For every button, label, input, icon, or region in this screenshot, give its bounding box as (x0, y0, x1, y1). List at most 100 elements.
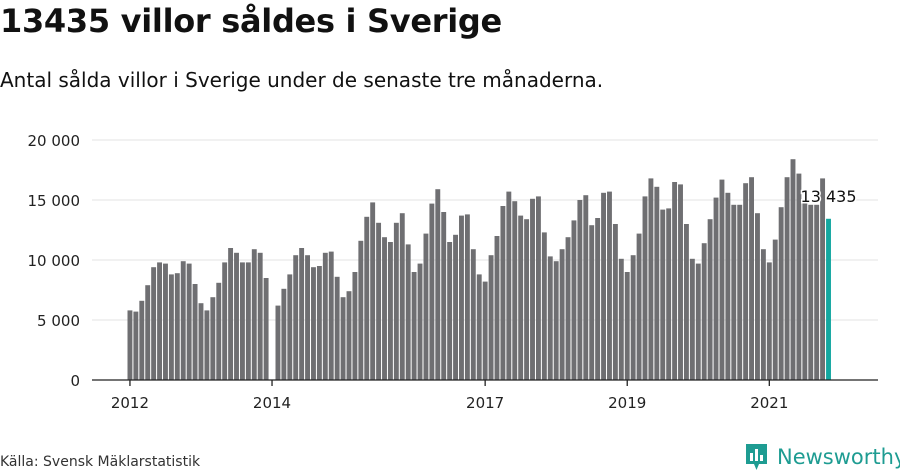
bar (530, 198, 535, 380)
bar (447, 242, 453, 380)
bar (328, 251, 334, 380)
bar (482, 281, 488, 380)
bar (707, 219, 713, 380)
bar (731, 204, 737, 380)
bar (500, 206, 506, 380)
bar (453, 234, 458, 380)
bar (311, 267, 316, 380)
bar (387, 242, 393, 380)
bar (494, 236, 500, 380)
x-tick-label: 2019 (608, 394, 646, 412)
y-tick-label: 15 000 (28, 192, 81, 210)
bar (553, 261, 559, 380)
bar (423, 233, 429, 380)
bar (784, 177, 790, 380)
bar (618, 258, 624, 380)
bar (364, 216, 370, 380)
bar (476, 274, 482, 380)
y-tick-label: 20 000 (28, 132, 81, 150)
bar (405, 244, 411, 380)
bar (612, 224, 618, 380)
bar (648, 178, 654, 380)
bar (672, 182, 678, 380)
bar (239, 262, 245, 380)
bar (275, 305, 281, 380)
bar (411, 272, 417, 380)
brand-name: Newsworthy (777, 445, 900, 469)
bar-latest (826, 218, 831, 380)
y-tick-label: 10 000 (28, 252, 81, 270)
bar (772, 239, 778, 380)
x-tick-label: 2021 (750, 394, 788, 412)
bar (541, 232, 547, 380)
bar (689, 258, 695, 380)
bar (186, 263, 192, 380)
bar (417, 263, 423, 380)
bar (796, 173, 802, 380)
bar (719, 179, 725, 380)
bar (559, 249, 565, 380)
bar (814, 204, 820, 380)
bar (133, 311, 139, 380)
bar (168, 274, 174, 380)
bar (683, 224, 689, 380)
bar (743, 183, 749, 380)
bar (376, 222, 382, 380)
bar (127, 310, 133, 380)
bar (198, 303, 204, 380)
bar (820, 178, 826, 380)
bar (725, 192, 731, 380)
bar (216, 282, 222, 380)
bar (778, 207, 784, 380)
bar (299, 248, 305, 380)
bar (624, 272, 630, 380)
bar (139, 300, 145, 380)
bar (642, 196, 648, 380)
bar (713, 197, 719, 380)
brand-logo[interactable]: Newsworthy (744, 442, 900, 472)
bar (263, 278, 269, 380)
bar (157, 262, 162, 380)
bar (228, 248, 234, 380)
bar (281, 288, 287, 380)
bar (358, 240, 364, 380)
bar (577, 200, 583, 380)
bars (127, 159, 831, 380)
bar (518, 215, 524, 380)
y-tick-label: 5 000 (37, 312, 80, 330)
y-tick-label: 0 (70, 372, 80, 390)
bar (163, 263, 168, 380)
page-title: 13435 villor såldes i Sverige (0, 2, 502, 40)
bar (678, 184, 683, 380)
bar (488, 255, 494, 380)
bar (695, 263, 701, 380)
bar (145, 285, 151, 380)
bar (151, 267, 157, 380)
bar (322, 252, 328, 380)
bar (441, 212, 447, 380)
bar (636, 233, 642, 380)
bar (565, 237, 571, 380)
bar (257, 252, 263, 380)
bar (435, 189, 441, 380)
bar (766, 262, 772, 380)
bar (393, 222, 399, 380)
bar (654, 186, 660, 380)
bar (535, 196, 541, 380)
bar (802, 202, 808, 380)
bar (287, 274, 293, 380)
bar (459, 215, 464, 380)
annotations: 13 435 (799, 185, 858, 207)
newsworthy-logo-icon (746, 444, 767, 470)
bar (293, 255, 299, 380)
x-tick-label: 2012 (111, 394, 149, 412)
bar (370, 202, 376, 380)
bar (524, 219, 530, 380)
bar (305, 255, 310, 380)
bar (601, 192, 606, 380)
bar (583, 195, 589, 380)
bar (749, 177, 754, 380)
bar (192, 284, 198, 380)
y-axis-tick-labels: 0 5 000 10 000 15 000 20 000 (28, 132, 81, 390)
